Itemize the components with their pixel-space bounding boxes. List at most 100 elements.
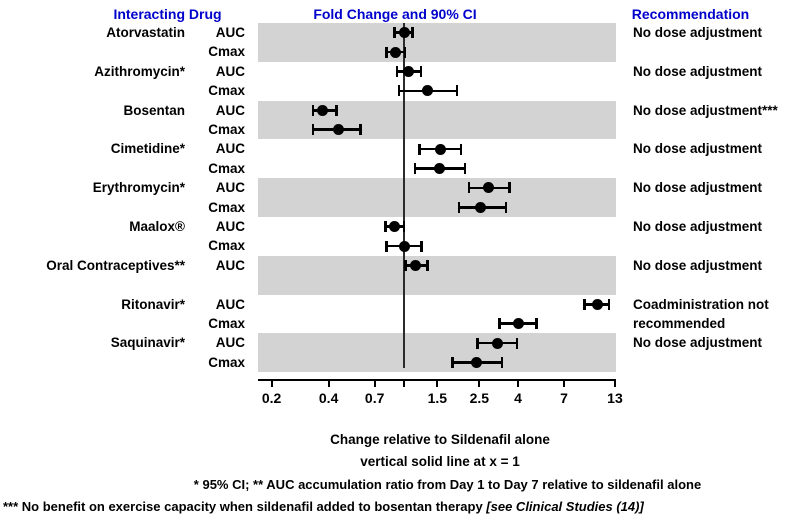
- recommendation-label: No dose adjustment: [633, 25, 763, 40]
- ci-cap-high: [607, 298, 611, 310]
- footnote-bosentan-citation: [see Clinical Studies (14)]: [486, 499, 644, 514]
- ci-cap-high: [403, 46, 407, 58]
- point-estimate-marker: [316, 104, 328, 116]
- ci-cap-low: [451, 357, 454, 368]
- ci-cap-low: [385, 46, 388, 58]
- drug-label: Erythromycin*: [92, 180, 185, 196]
- point-estimate-marker: [398, 27, 410, 39]
- parameter-label: Cmax: [208, 83, 245, 99]
- ci-cap-high: [508, 182, 511, 194]
- point-estimate-marker: [388, 221, 400, 233]
- drug-label: Saquinavir*: [110, 335, 185, 351]
- point-estimate-marker: [434, 163, 446, 174]
- parameter-label: AUC: [215, 296, 245, 312]
- recommendation-label: Coadministration not recommended: [633, 296, 769, 331]
- footnote-bosentan-text: *** No benefit on exercise capacity when…: [3, 499, 487, 514]
- x-axis-tick: [478, 381, 481, 387]
- group-shade-band: [258, 333, 616, 373]
- ci-cap-low: [393, 27, 396, 39]
- parameter-label: AUC: [215, 180, 245, 196]
- x-axis-title: Change relative to Sildenafil alone: [330, 432, 550, 447]
- group-shade-band: [258, 23, 616, 62]
- point-estimate-marker: [591, 298, 603, 310]
- parameter-label: Cmax: [208, 122, 245, 137]
- ci-cap-high: [426, 260, 429, 271]
- parameter-label: AUC: [215, 335, 245, 351]
- group-shade-band: [258, 178, 616, 217]
- ci-cap-low: [583, 298, 586, 310]
- drug-label: Cimetidine*: [110, 141, 185, 157]
- point-estimate-marker: [332, 124, 344, 136]
- ci-cap-high: [504, 201, 508, 213]
- point-estimate-marker: [421, 85, 433, 97]
- parameter-label: AUC: [215, 25, 245, 40]
- reference-line-note: vertical solid line at x = 1: [360, 454, 520, 469]
- footnote-bosentan: *** No benefit on exercise capacity when…: [3, 499, 644, 514]
- ci-cap-low: [311, 104, 315, 116]
- ci-cap-low: [384, 221, 387, 233]
- ci-cap-high: [359, 124, 362, 136]
- ci-cap-low: [404, 260, 407, 271]
- x-axis-tick: [327, 381, 330, 387]
- recommendation-label: No dose adjustment***: [633, 102, 778, 118]
- ci-cap-low: [385, 240, 388, 252]
- parameter-label: AUC: [215, 219, 245, 234]
- group-shade-band: [258, 255, 616, 295]
- parameter-label: AUC: [215, 102, 245, 118]
- ci-cap-low: [498, 318, 501, 330]
- parameter-label: Cmax: [208, 316, 245, 331]
- drug-label: Maalox®: [129, 219, 185, 234]
- ci-cap-high: [500, 357, 504, 368]
- x-axis-tick: [270, 381, 273, 387]
- footnote-ci-accumulation: * 95% CI; ** AUC accumulation ratio from…: [193, 477, 702, 492]
- point-estimate-marker: [470, 357, 482, 368]
- ci-cap-low: [397, 85, 401, 97]
- drug-label: Bosentan: [123, 102, 185, 118]
- parameter-label: Cmax: [208, 44, 245, 60]
- reference-line-x1: [403, 23, 405, 369]
- point-estimate-marker: [402, 66, 414, 77]
- ci-cap-low: [467, 182, 471, 194]
- parameter-label: Cmax: [208, 199, 245, 215]
- x-axis-tick-label: 0.2: [261, 390, 282, 406]
- x-axis-line: [258, 379, 616, 381]
- ci-cap-low: [413, 163, 417, 174]
- ci-cap-low: [476, 337, 479, 349]
- x-axis-tick: [373, 381, 376, 387]
- point-estimate-marker: [491, 337, 503, 349]
- point-estimate-marker: [398, 240, 410, 252]
- ci-cap-low: [457, 201, 461, 213]
- recommendation-label: No dose adjustment: [633, 63, 763, 79]
- x-axis-tick-label: 4: [514, 390, 522, 406]
- x-axis-tick-label: 13: [607, 390, 623, 406]
- drug-label: Oral Contraceptives**: [46, 257, 185, 273]
- x-axis-tick: [563, 381, 566, 387]
- x-axis-tick-label: 7: [560, 390, 568, 406]
- column-header-interacting-drug: Interacting Drug: [113, 6, 222, 22]
- recommendation-label: No dose adjustment: [633, 257, 763, 273]
- ci-cap-high: [459, 143, 463, 155]
- parameter-label: Cmax: [208, 160, 245, 176]
- ci-cap-high: [535, 318, 538, 330]
- ci-cap-high: [419, 66, 423, 77]
- recommendation-label: No dose adjustment: [633, 335, 763, 351]
- parameter-label: Cmax: [208, 238, 245, 254]
- ci-cap-high: [515, 337, 519, 349]
- drug-label: Ritonavir*: [121, 296, 185, 312]
- column-header-fold-change: Fold Change and 90% CI: [313, 6, 477, 22]
- parameter-label: AUC: [215, 141, 245, 157]
- x-axis-tick: [403, 381, 405, 387]
- ci-cap-high: [335, 104, 338, 116]
- x-axis-tick-label: 2.5: [469, 390, 490, 406]
- drug-label: Atorvastatin: [106, 25, 185, 40]
- point-estimate-marker: [512, 318, 524, 330]
- x-axis-tick-label: 0.7: [364, 390, 385, 406]
- point-estimate-marker: [483, 182, 495, 194]
- ci-cap-high: [402, 221, 406, 233]
- x-axis-tick: [613, 381, 616, 387]
- column-header-recommendation: Recommendation: [631, 6, 750, 22]
- point-estimate-marker: [409, 260, 421, 271]
- parameter-label: AUC: [215, 257, 245, 273]
- parameter-label: AUC: [215, 63, 245, 79]
